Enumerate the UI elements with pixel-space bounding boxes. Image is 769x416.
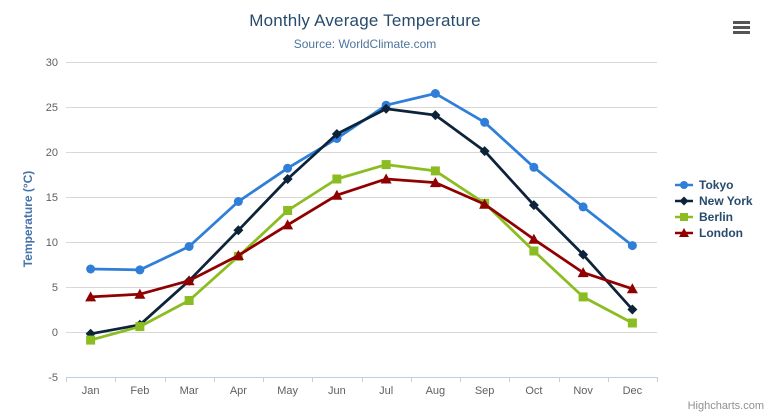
data-point[interactable] [627, 318, 637, 328]
legend-marker-icon [675, 213, 693, 221]
data-point[interactable] [232, 250, 244, 260]
legend-marker [679, 228, 689, 237]
data-point[interactable] [479, 198, 491, 209]
data-point[interactable] [626, 283, 638, 294]
highcharts-credit[interactable]: Highcharts.com [687, 400, 764, 412]
data-point[interactable] [282, 174, 293, 184]
data-point[interactable] [184, 242, 194, 251]
data-point[interactable] [381, 160, 391, 170]
legend-marker-icon [675, 196, 693, 206]
data-point[interactable] [578, 202, 588, 212]
data-point[interactable] [332, 174, 342, 184]
data-point[interactable] [233, 225, 244, 236]
data-point[interactable] [380, 173, 392, 184]
data-point[interactable] [331, 189, 343, 200]
data-point[interactable] [283, 206, 293, 215]
data-point[interactable] [184, 296, 194, 305]
data-point[interactable] [627, 241, 637, 251]
x-axis-label: Oct [525, 385, 542, 397]
y-axis-title: Temperature (°C) [21, 170, 35, 268]
data-point[interactable] [577, 267, 589, 278]
legend-marker [680, 181, 688, 189]
legend-item-label: London [699, 226, 743, 240]
series-line [89, 177, 634, 299]
legend-item-berlin[interactable]: Berlin [674, 209, 753, 225]
data-point[interactable] [528, 233, 540, 244]
data-point[interactable] [627, 304, 638, 315]
series-line [89, 107, 634, 336]
legend-item-london[interactable]: London [674, 225, 753, 241]
x-axis-label: Sep [475, 385, 495, 397]
data-point[interactable] [183, 275, 195, 286]
legend-marker-icon [675, 228, 693, 237]
x-axis-label: Jul [379, 385, 393, 397]
hamburger-menu-icon [733, 21, 750, 34]
data-point[interactable] [480, 117, 490, 127]
y-axis-label: 30 [46, 57, 58, 69]
data-point[interactable] [529, 162, 539, 172]
series-line [89, 163, 634, 342]
data-point[interactable] [430, 89, 440, 98]
x-axis-label: Aug [426, 385, 446, 397]
legend-item-label: Berlin [699, 210, 734, 224]
legend: Tokyo New York Berlin London [674, 177, 753, 241]
series-tokyo [86, 89, 637, 275]
x-axis-label: Jan [82, 385, 100, 397]
legend-marker-icon [675, 181, 693, 189]
data-point[interactable] [282, 219, 294, 230]
data-point[interactable] [331, 129, 342, 139]
x-axis-label: May [277, 385, 298, 397]
x-axis-label: Dec [623, 385, 643, 397]
series-london [85, 173, 638, 302]
y-axis-label: 20 [46, 147, 58, 159]
chart-subtitle: Source: WorldClimate.com [293, 37, 437, 51]
legend-item-label: Tokyo [699, 178, 734, 192]
y-axis-label: 25 [46, 102, 58, 114]
legend-marker [680, 213, 688, 221]
x-axis-label: Feb [130, 385, 149, 397]
data-point[interactable] [86, 335, 96, 345]
chart-title: Monthly Average Temperature [249, 11, 481, 30]
y-axis-label: 5 [52, 282, 58, 294]
y-axis-label: 15 [46, 192, 58, 204]
data-point[interactable] [381, 103, 392, 114]
legend-marker [679, 196, 689, 206]
data-point[interactable] [578, 292, 588, 302]
data-point[interactable] [233, 197, 243, 206]
x-axis-label: Apr [230, 385, 247, 397]
data-point[interactable] [429, 177, 441, 188]
data-point[interactable] [86, 264, 96, 274]
data-point[interactable] [529, 246, 539, 256]
data-point[interactable] [135, 322, 145, 332]
x-axis-label: Jun [328, 385, 346, 397]
data-point[interactable] [283, 163, 293, 173]
data-point[interactable] [479, 146, 490, 157]
context-menu-button[interactable] [732, 20, 751, 37]
legend-item-label: New York [699, 194, 753, 208]
x-axis-label: Nov [573, 385, 593, 397]
data-point[interactable] [135, 265, 145, 275]
data-point[interactable] [578, 249, 589, 260]
y-axis-label: 0 [52, 327, 58, 339]
y-axis-label: -5 [48, 372, 58, 384]
data-point[interactable] [430, 110, 441, 121]
x-axis-label: Mar [180, 385, 199, 397]
data-point[interactable] [528, 200, 539, 211]
data-point[interactable] [430, 166, 440, 176]
y-axis-label: 10 [46, 237, 58, 249]
legend-item-tokyo[interactable]: Tokyo [674, 177, 753, 193]
data-point[interactable] [134, 288, 146, 299]
legend-item-new-york[interactable]: New York [674, 193, 753, 209]
series-new-york [85, 103, 638, 339]
data-point[interactable] [85, 291, 97, 302]
